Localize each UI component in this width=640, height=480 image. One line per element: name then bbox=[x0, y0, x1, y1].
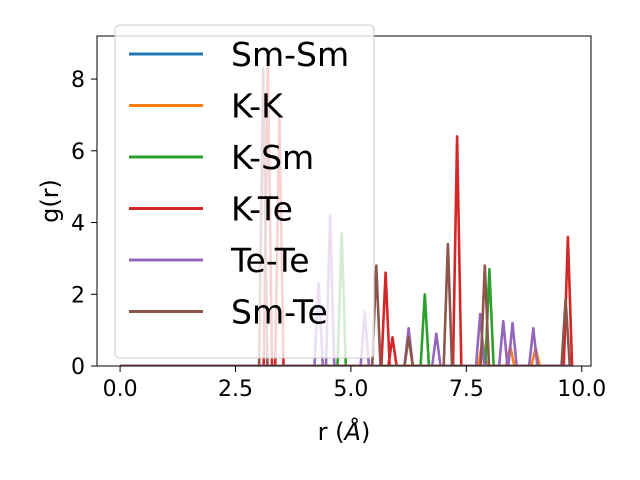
x-tick-label: 0.0 bbox=[103, 377, 138, 402]
x-axis-label: r (Å) bbox=[318, 417, 371, 446]
y-axis-label: g(r) bbox=[36, 179, 64, 223]
legend-label-k-te: K-Te bbox=[231, 190, 293, 229]
legend-box bbox=[114, 24, 375, 359]
y-tick-label: 8 bbox=[71, 68, 85, 93]
y-tick-label: 0 bbox=[71, 355, 85, 380]
legend: Sm-Sm K-K K-Sm K-Te Te-Te Sm-Te bbox=[114, 24, 375, 359]
legend-label-sm-sm: Sm-Sm bbox=[231, 35, 349, 74]
legend-label-sm-te: Sm-Te bbox=[231, 293, 328, 332]
x-tick-label: 5.0 bbox=[333, 377, 368, 402]
legend-label-k-sm: K-Sm bbox=[231, 138, 314, 177]
legend-label-te-te: Te-Te bbox=[230, 241, 310, 280]
y-tick-label: 6 bbox=[71, 140, 85, 165]
y-tick-label: 2 bbox=[71, 283, 85, 308]
x-tick-label: 2.5 bbox=[218, 377, 253, 402]
legend-label-k-k: K-K bbox=[231, 87, 284, 126]
ticks-layer: 0.0 2.5 5.0 7.5 10.0 0 2 4 6 8 bbox=[71, 68, 606, 402]
x-tick-label: 10.0 bbox=[557, 377, 606, 402]
x-tick-label: 7.5 bbox=[449, 377, 484, 402]
y-tick-label: 4 bbox=[71, 212, 85, 237]
